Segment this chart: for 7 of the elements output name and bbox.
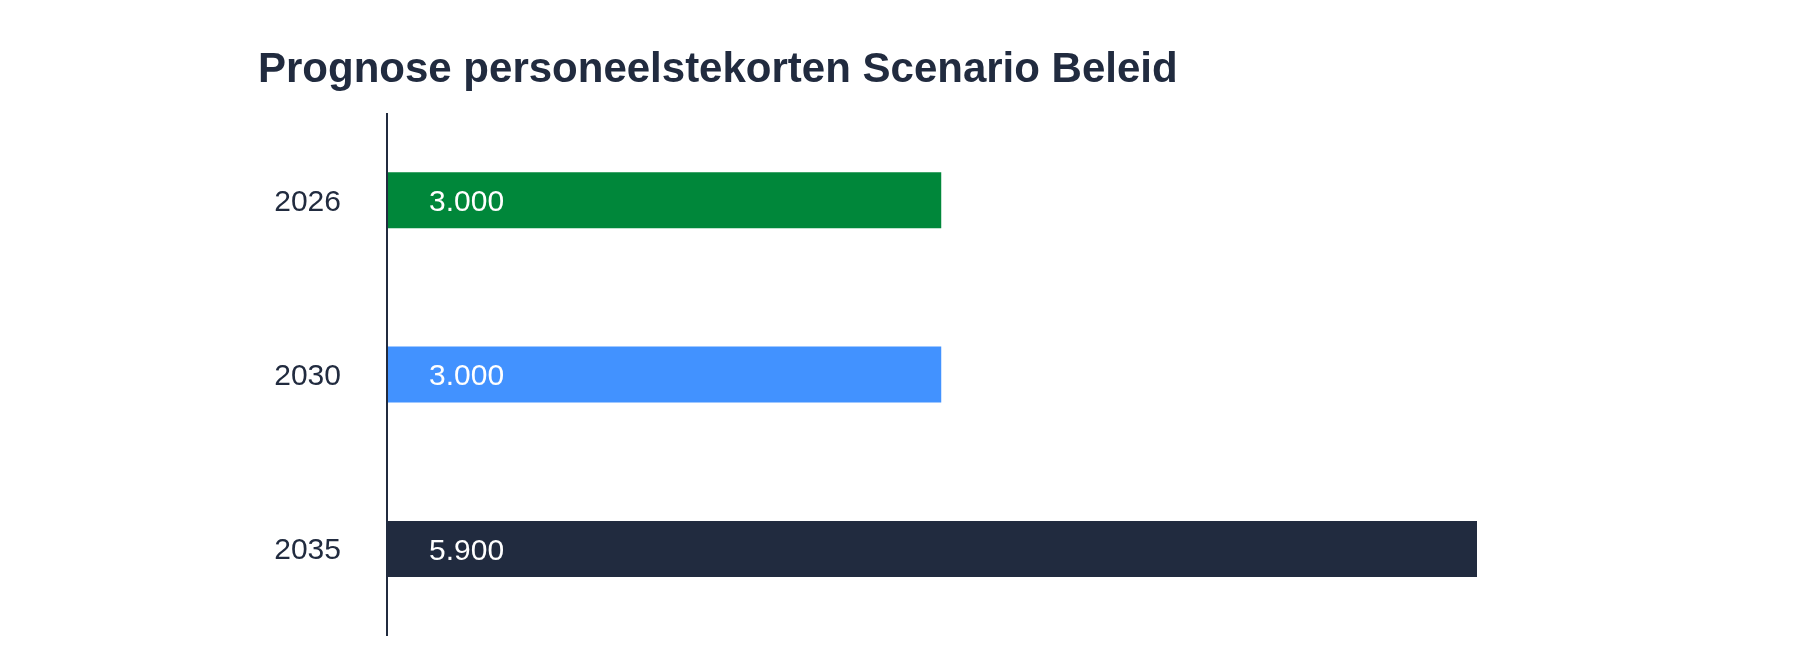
data-label: 3.000	[429, 183, 505, 217]
y-tick-label: 2026	[274, 183, 341, 217]
data-label: 5.900	[429, 532, 505, 566]
y-tick-label: 2035	[274, 532, 341, 566]
data-label: 3.000	[429, 358, 505, 392]
y-tick-label: 2030	[274, 358, 341, 392]
chart-title: Prognose personeelstekorten Scenario Beleid	[258, 44, 1178, 92]
